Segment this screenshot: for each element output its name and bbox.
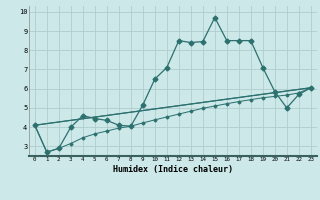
X-axis label: Humidex (Indice chaleur): Humidex (Indice chaleur) <box>113 165 233 174</box>
